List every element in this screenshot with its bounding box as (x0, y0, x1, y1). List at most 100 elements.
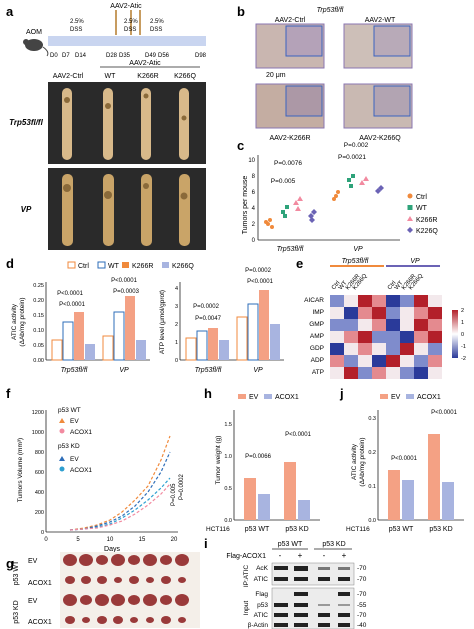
svg-text:P<0.0001: P<0.0001 (391, 456, 418, 462)
svg-text:0.00: 0.00 (33, 358, 44, 364)
heatmap-cell (344, 307, 358, 319)
heatmap-cell (414, 331, 428, 343)
svg-text:600: 600 (35, 470, 44, 476)
tumor-specimen (111, 554, 125, 566)
svg-text:WT: WT (416, 205, 428, 212)
svg-text:P<0.0001: P<0.0001 (57, 291, 84, 297)
svg-text:β-Actin: β-Actin (248, 622, 269, 629)
svg-text:D28: D28 (106, 53, 118, 59)
y-ticks: 0.0 0.1 0.2 0.3 (368, 416, 376, 524)
svg-text:-: - (279, 551, 282, 560)
heatmap-cell (344, 367, 358, 379)
tumor-specimen (96, 555, 108, 565)
panel-f-label: f (6, 386, 11, 401)
panel-c: c Tumors per mouse 0 2 4 6 8 10 P=0.0076… (237, 138, 438, 253)
svg-text:ATIC: ATIC (254, 612, 269, 619)
svg-text:-70: -70 (357, 612, 367, 619)
heatmap-cell (330, 355, 344, 367)
x-group-label: p53 KD (285, 526, 308, 533)
tumor-specimen (81, 576, 91, 584)
svg-text:200: 200 (35, 510, 44, 516)
panel-h: h EV ACOX1 Tumor weight (g) 0.0 0.5 1.0 … (204, 386, 320, 533)
svg-text:GMP: GMP (309, 321, 324, 328)
svg-text:EV: EV (249, 394, 259, 401)
svg-text:D56: D56 (158, 53, 170, 59)
group-label: WT (105, 73, 117, 80)
tumor-specimen (128, 595, 140, 605)
x-group-label: VP (253, 367, 263, 374)
svg-text:1000: 1000 (32, 430, 44, 436)
heatmap-cell (358, 343, 372, 355)
x-group-label: VP (119, 367, 129, 374)
panel-b-title: Trp53fl/fl (317, 7, 344, 14)
svg-text:P=0.0076: P=0.0076 (274, 160, 302, 167)
tumor-specimen (113, 616, 123, 624)
tumor-specimen (95, 594, 109, 606)
y-ticks: 0.0 0.5 1.0 1.5 (224, 422, 232, 524)
svg-text:ACOX1: ACOX1 (275, 394, 299, 401)
tumor-specimen (143, 594, 157, 606)
svg-text:P=0.0066: P=0.0066 (245, 454, 272, 460)
svg-text:WT: WT (394, 280, 405, 291)
group-label: K266R (137, 73, 158, 80)
tumor-specimen (80, 595, 92, 605)
heatmap-cell (386, 367, 400, 379)
ihc-label: AAV2-Ctrl (275, 17, 306, 24)
heatmap-cell (358, 307, 372, 319)
heatmap-cell (330, 295, 344, 307)
svg-text:ACOX1: ACOX1 (70, 467, 92, 474)
panel-d-label: d (6, 256, 14, 271)
blot-backgrounds (271, 562, 355, 629)
heatmap-cell (400, 343, 414, 355)
row-label: VP (21, 205, 32, 214)
svg-text:Flag: Flag (255, 591, 268, 598)
panel-d: d Ctrl WT K266R K266Q ATIC activity (ΔAb… (6, 256, 284, 374)
tumor-specimen (97, 576, 107, 584)
x-group-label: p53 WT (245, 526, 270, 533)
dss-label: DSS (70, 27, 82, 33)
heatmap-cell (428, 307, 442, 319)
svg-text:1: 1 (175, 340, 178, 346)
svg-text:ACOX1: ACOX1 (28, 580, 52, 587)
tumor-specimen (160, 555, 172, 565)
dss-label: 2.5% (124, 19, 138, 25)
tumor-specimen (160, 595, 172, 605)
svg-text:K266R: K266R (416, 217, 437, 224)
y-ticks: 0 1 2 3 4 (175, 286, 178, 364)
heatmap-cell (386, 343, 400, 355)
ihc-inset (285, 85, 323, 117)
heatmap-cell (330, 331, 344, 343)
svg-text:D14: D14 (75, 53, 87, 59)
tumor-specimen (143, 554, 157, 566)
svg-text:WT: WT (338, 280, 349, 291)
svg-text:-55: -55 (357, 602, 367, 609)
panel-a: a AOM AAV2-Atic 2.5% DSS 2.5% DSS 2.5% D… (6, 3, 207, 250)
svg-text:ACOX1: ACOX1 (70, 429, 92, 436)
svg-text:D0: D0 (50, 53, 58, 59)
tumor-specimen (175, 554, 189, 566)
group-label: AAV2-Ctrl (53, 73, 84, 80)
p-values: P=0.0066 P<0.0001 (245, 432, 312, 460)
heatmap-cell (386, 331, 400, 343)
mouse-icon (23, 39, 49, 57)
tumor-specimen (128, 555, 140, 565)
svg-text:D7: D7 (62, 53, 70, 59)
svg-text:-70: -70 (357, 565, 367, 572)
tumor-specimen (146, 617, 154, 623)
ihc-label: AAV2-K266Q (359, 135, 401, 142)
svg-text:Ctrl: Ctrl (331, 280, 342, 291)
heatmap-cell (428, 343, 442, 355)
heatmap-cell (344, 319, 358, 331)
ihc-inset (373, 25, 411, 57)
group-label: Trp53fl/fl (342, 258, 369, 265)
bars (185, 290, 280, 361)
y-ticks: 0 2 4 6 8 10 (248, 158, 255, 244)
panel-e-label: e (296, 256, 303, 271)
svg-text:EV: EV (28, 558, 38, 565)
heatmap-cell (372, 355, 386, 367)
svg-text:6: 6 (252, 190, 256, 196)
legend: p53 WT EV ACOX1 p53 KD EV ACOX1 (58, 407, 92, 474)
panel-b: b Trp53fl/fl AAV2-Ctrl AAV2-WT 20 μm AAV… (237, 4, 413, 142)
legend: Ctrl WT K266R K226Q (407, 193, 438, 235)
